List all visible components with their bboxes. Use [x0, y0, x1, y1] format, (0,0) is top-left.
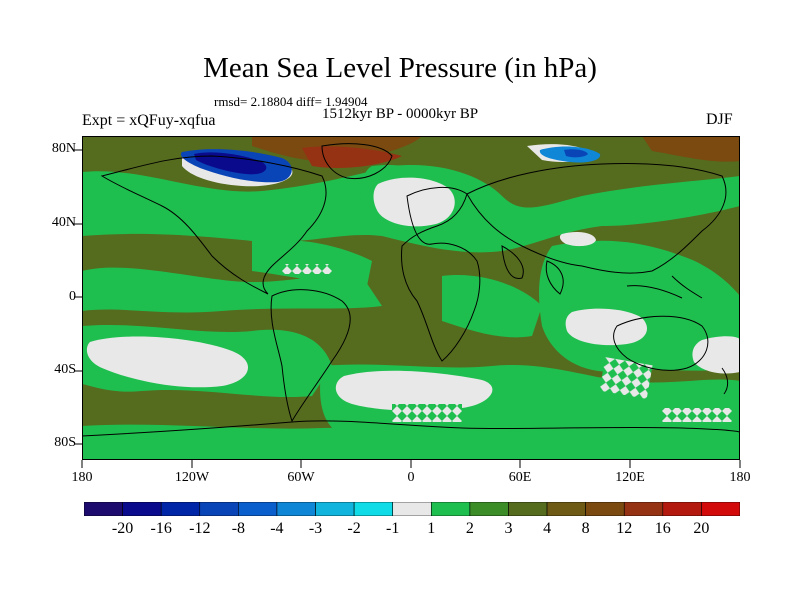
colorbar-label: -8 — [231, 520, 246, 537]
lat-label-40s: 40S — [54, 362, 76, 377]
lon-label-180w: 180 — [71, 470, 93, 485]
experiment-label: Expt = xQFuy-xqfua — [82, 112, 216, 129]
colorbar-label: 8 — [581, 520, 590, 537]
lat-label-40n: 40N — [51, 215, 76, 230]
season-label: DJF — [706, 111, 733, 128]
colorbar-swatch — [315, 502, 355, 516]
brown-anomaly-regions — [252, 136, 740, 168]
lon-label-180e: 180 — [729, 470, 751, 485]
colorbar-label: 20 — [693, 520, 710, 537]
colorbar-label: 4 — [543, 520, 552, 537]
period-text: 1512kyr BP - 0000kyr BP — [322, 106, 479, 122]
colorbar-swatch — [276, 502, 316, 516]
hatched-regions — [282, 264, 732, 422]
colorbar-label: -3 — [308, 520, 323, 537]
colorbar-swatch — [469, 502, 509, 516]
colorbar-label: -20 — [111, 520, 134, 537]
lon-label-0: 0 — [407, 470, 415, 485]
colorbar-label: 16 — [654, 520, 671, 537]
colorbar-swatch — [353, 502, 394, 516]
lat-label-eq: 0 — [69, 289, 76, 304]
colorbar-label: 2 — [465, 520, 474, 537]
map-ticks — [74, 149, 741, 468]
colorbar-swatch — [160, 502, 201, 516]
negative-anomaly-siberia — [539, 146, 601, 163]
map-frame — [82, 136, 740, 460]
lon-label-60w: 60W — [287, 470, 315, 485]
colorbar-swatch — [623, 502, 664, 516]
negative-anomaly-north-america — [180, 149, 292, 183]
colorbar-label: 12 — [616, 520, 633, 537]
colorbar-swatch — [430, 502, 471, 516]
colorbar-swatch — [508, 502, 548, 516]
colorbar — [84, 502, 740, 516]
pressure-map — [82, 136, 740, 460]
colorbar-label: -1 — [386, 520, 400, 537]
colorbar-swatch — [701, 502, 740, 516]
colorbar-swatch — [238, 502, 278, 516]
colorbar-swatch — [122, 502, 162, 516]
lon-label-60e: 60E — [508, 470, 532, 485]
colorbar-swatch — [84, 502, 123, 516]
colorbar-label: -2 — [347, 520, 361, 537]
colorbar-label: 1 — [427, 520, 436, 537]
lon-label-120e: 120E — [615, 470, 645, 485]
colorbar-swatch — [199, 502, 239, 516]
coastlines — [82, 143, 740, 437]
colorbar-label: -12 — [189, 520, 211, 537]
lon-label-120w: 120W — [174, 470, 210, 485]
colorbar-swatch — [546, 502, 586, 516]
colorbar-swatch — [392, 502, 432, 516]
colorbar-label: -16 — [150, 520, 172, 537]
colorbar-swatch — [585, 502, 625, 516]
stats-text: rmsd= 2.18804 diff= 1.94904 — [214, 94, 368, 109]
colorbar-label: -4 — [270, 520, 284, 537]
colorbar-swatch — [662, 502, 702, 516]
lat-label-80n: 80N — [51, 141, 76, 156]
colorbar-label: 3 — [504, 520, 513, 537]
chart-title: Mean Sea Level Pressure (in hPa) — [203, 52, 597, 84]
lat-label-80s: 80S — [54, 435, 76, 450]
